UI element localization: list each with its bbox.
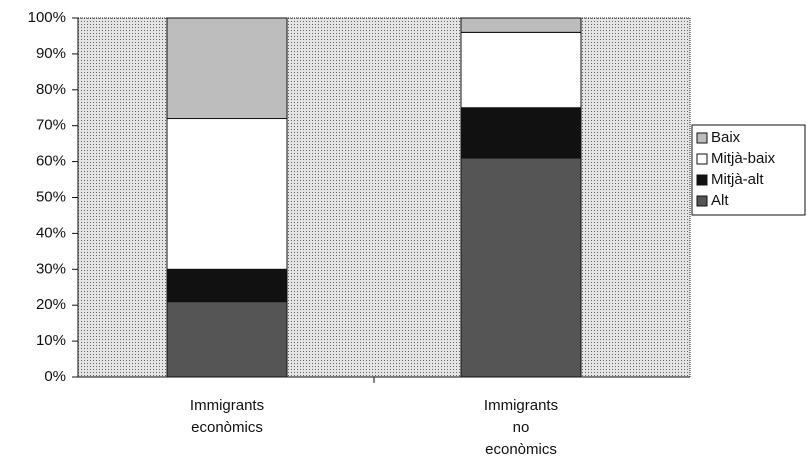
legend-label: Baix <box>711 129 741 146</box>
x-tick-label: Immigrants econòmics <box>189 397 265 436</box>
y-tick-label: 40% <box>36 224 66 241</box>
y-tick-label: 70% <box>36 117 66 134</box>
y-tick-label: 50% <box>36 188 66 205</box>
bar-segment <box>460 17 582 33</box>
legend-label: Mitjà-baix <box>711 150 776 167</box>
y-tick-label: 60% <box>36 153 66 170</box>
bar-segment <box>460 107 582 159</box>
legend-box <box>691 124 806 216</box>
x-tick-label: Immigrants no econòmics <box>483 397 559 458</box>
y-tick-label: 100% <box>28 9 66 26</box>
y-tick-label: 30% <box>36 260 66 277</box>
bar-segment <box>166 301 288 378</box>
legend-swatch <box>696 132 708 144</box>
bar-segment <box>166 118 288 270</box>
y-tick-label: 10% <box>36 332 66 349</box>
bar-segment <box>166 17 288 120</box>
legend-swatch <box>696 174 708 186</box>
y-tick-label: 0% <box>44 368 66 385</box>
y-tick-label: 20% <box>36 296 66 313</box>
y-tick-label: 80% <box>36 81 66 98</box>
legend-swatch <box>696 195 708 207</box>
bar-segment <box>460 31 582 109</box>
bar-segment <box>166 268 288 303</box>
bar-segment <box>460 157 582 378</box>
legend-label: Alt <box>711 192 729 209</box>
legend-label: Mitjà-alt <box>711 171 764 188</box>
y-tick-label: 90% <box>36 45 66 62</box>
legend-swatch <box>696 153 708 165</box>
